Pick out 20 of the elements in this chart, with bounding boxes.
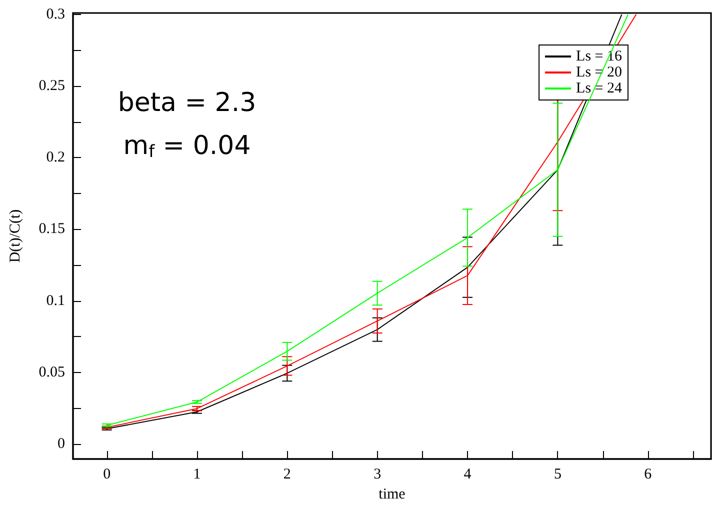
x-tick-label: 1 [193,466,201,482]
y-tick-label: 0 [58,436,65,452]
y-tick-label: 0.15 [38,221,65,238]
legend-label: Ls = 24 [576,80,622,96]
y-tick-label: 0.1 [46,292,65,309]
x-tick-label: 2 [283,466,291,482]
y-tick-label: 0.2 [46,150,65,166]
x-axis-title: time [378,486,406,502]
annotation: beta = 2.3 [118,88,256,118]
y-tick-label: 0.25 [38,78,65,94]
series-label: Ls = 20 [576,64,622,80]
y-axis-title: D(t)/C(t) [8,209,24,263]
x-tick-label: 0 [103,466,111,482]
x-tick-label: 6 [644,466,652,482]
y-tick-label: 0.05 [38,364,65,380]
x-tick-label: 5 [554,466,562,482]
legend-label: Ls = 16 [576,48,622,64]
y-tick-label: 0.3 [46,6,65,22]
x-tick-label: 3 [374,466,382,482]
x-tick-label: 4 [464,466,472,482]
